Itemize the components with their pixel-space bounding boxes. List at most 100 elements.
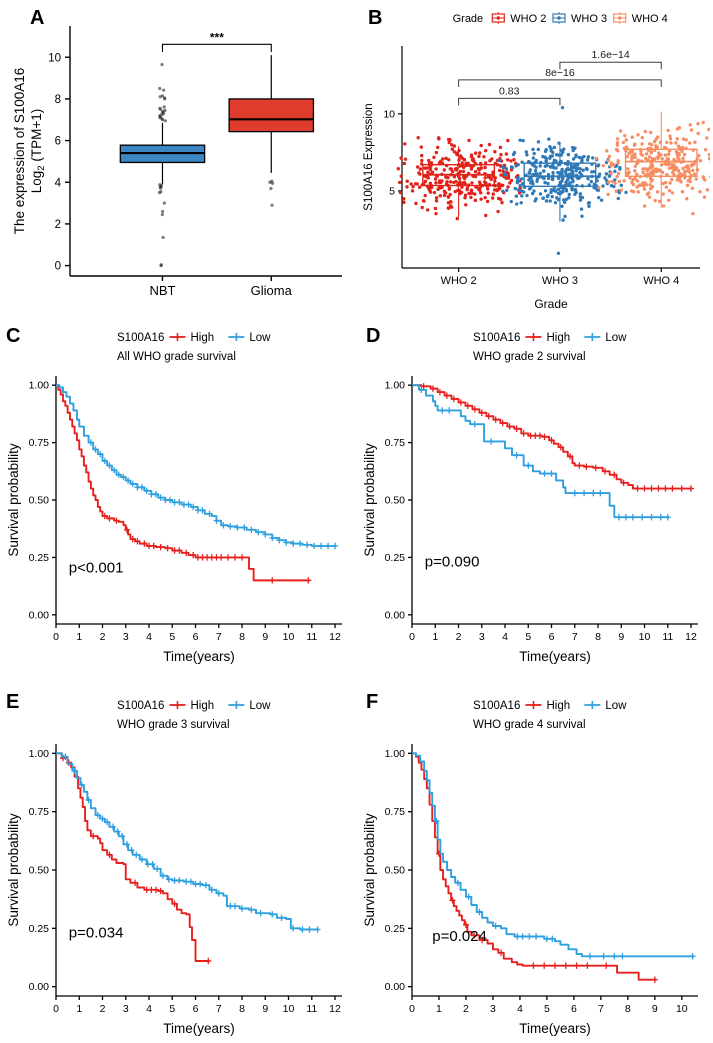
svg-text:High: High	[191, 700, 215, 712]
svg-text:5: 5	[169, 1003, 175, 1015]
svg-text:WHO 4: WHO 4	[643, 275, 679, 287]
svg-text:7: 7	[598, 1003, 604, 1015]
svg-text:Survival probability: Survival probability	[362, 813, 377, 927]
svg-text:6: 6	[55, 136, 61, 148]
svg-text:Survival probability: Survival probability	[362, 443, 377, 557]
km-curve-who-grade-4: 0.00 0.25 0.50 0.75 1.00 0 1 2 3 4 5 6 7 8 9 10 Time(yea…	[362, 700, 698, 1036]
svg-text:0.75: 0.75	[29, 437, 50, 449]
svg-text:0: 0	[55, 261, 61, 273]
svg-text:WHO 2: WHO 2	[441, 275, 477, 287]
svg-text:WHO 2: WHO 2	[510, 13, 546, 25]
svg-text:WHO grade 4 survival: WHO grade 4 survival	[473, 719, 585, 731]
svg-text:2: 2	[463, 1003, 469, 1015]
svg-text:0.25: 0.25	[385, 923, 406, 935]
svg-text:0.50: 0.50	[385, 865, 406, 877]
svg-text:Survival probability: Survival probability	[6, 813, 21, 927]
svg-text:1.00: 1.00	[385, 748, 406, 760]
svg-text:1.00: 1.00	[385, 380, 406, 392]
svg-text:Time(years): Time(years)	[519, 1021, 591, 1036]
svg-text:S100A16: S100A16	[473, 700, 520, 712]
svg-text:0: 0	[409, 1003, 415, 1015]
svg-text:High: High	[191, 332, 215, 344]
svg-text:10: 10	[48, 52, 61, 64]
svg-text:p<0.001: p<0.001	[69, 559, 124, 576]
svg-text:6: 6	[193, 631, 199, 643]
svg-text:5: 5	[389, 185, 395, 197]
svg-text:Log2 (TPM+1): Log2 (TPM+1)	[29, 109, 47, 193]
svg-text:WHO 3: WHO 3	[542, 275, 578, 287]
svg-text:10: 10	[283, 631, 295, 643]
svg-text:p=0.090: p=0.090	[425, 554, 480, 571]
panel-letter-c: C	[6, 325, 21, 347]
svg-text:4: 4	[146, 1003, 152, 1015]
svg-text:11: 11	[662, 631, 673, 643]
svg-text:7: 7	[216, 1003, 222, 1015]
svg-text:0: 0	[409, 631, 415, 643]
svg-text:0.25: 0.25	[29, 923, 50, 935]
svg-text:Low: Low	[249, 332, 271, 344]
svg-text:2: 2	[456, 631, 462, 643]
svg-text:2: 2	[100, 631, 106, 643]
svg-text:1.6e−14: 1.6e−14	[591, 49, 629, 61]
svg-text:0.00: 0.00	[29, 609, 50, 621]
svg-text:8: 8	[55, 94, 61, 106]
svg-text:12: 12	[329, 631, 341, 643]
svg-text:4: 4	[517, 1003, 523, 1015]
svg-text:7: 7	[572, 631, 578, 643]
svg-text:0.75: 0.75	[385, 437, 406, 449]
svg-text:12: 12	[329, 1003, 341, 1015]
panel-letter-b: B	[368, 7, 383, 29]
boxplot-expression-nbt-vs-glioma: 0 2 4 6 8 10 The expression of S100A16 Log2 (TP…	[12, 26, 342, 298]
svg-text:p=0.034: p=0.034	[69, 925, 124, 942]
svg-text:1.00: 1.00	[29, 748, 50, 760]
svg-text:3: 3	[490, 1003, 496, 1015]
svg-text:Time(years): Time(years)	[163, 1021, 235, 1036]
svg-text:5: 5	[544, 1003, 550, 1015]
svg-text:0.75: 0.75	[29, 806, 50, 818]
panel-letter-d: D	[366, 325, 381, 347]
svg-text:2: 2	[55, 219, 61, 231]
svg-text:0.83: 0.83	[499, 85, 520, 97]
svg-text:Low: Low	[605, 700, 627, 712]
svg-text:Grade: Grade	[534, 297, 568, 311]
svg-text:WHO grade 2 survival: WHO grade 2 survival	[473, 351, 585, 363]
svg-text:8e−16: 8e−16	[545, 67, 575, 79]
svg-text:8: 8	[239, 631, 245, 643]
svg-text:1: 1	[436, 1003, 442, 1015]
svg-text:10: 10	[676, 1003, 688, 1015]
svg-text:Low: Low	[605, 332, 627, 344]
jitter-boxplot-expression-by-grade: 5 10 S100A16 Expression Grade WHO 2 WHO 3 WHO …	[363, 12, 710, 311]
svg-text:WHO 4: WHO 4	[632, 13, 668, 25]
svg-text:4: 4	[502, 631, 508, 643]
svg-text:10: 10	[383, 108, 395, 120]
svg-text:10: 10	[639, 631, 651, 643]
svg-text:5: 5	[525, 631, 531, 643]
svg-text:WHO grade 3 survival: WHO grade 3 survival	[117, 719, 229, 731]
svg-text:0.50: 0.50	[385, 495, 406, 507]
svg-text:11: 11	[306, 1003, 317, 1015]
svg-text:6: 6	[193, 1003, 199, 1015]
svg-text:9: 9	[652, 1003, 658, 1015]
svg-text:High: High	[547, 332, 571, 344]
km-curve-who-grade-2: 0.000.250.500.751.000 1 2 3 4 5 6 7 8 9 10 11 12Time…	[362, 332, 698, 664]
svg-text:8: 8	[239, 1003, 245, 1015]
svg-text:S100A16: S100A16	[473, 332, 520, 344]
svg-text:S100A16: S100A16	[117, 332, 164, 344]
panel-letter-a: A	[30, 7, 45, 29]
svg-text:11: 11	[306, 631, 317, 643]
svg-text:S100A16 Expression: S100A16 Expression	[363, 103, 375, 210]
svg-text:0.25: 0.25	[29, 552, 50, 564]
svg-text:0.25: 0.25	[385, 552, 406, 564]
svg-text:3: 3	[479, 631, 485, 643]
svg-text:2: 2	[100, 1003, 106, 1015]
svg-text:0.00: 0.00	[29, 981, 50, 993]
svg-text:Time(years): Time(years)	[519, 649, 591, 664]
svg-text:0.00: 0.00	[385, 981, 406, 993]
svg-text:All WHO grade survival: All WHO grade survival	[117, 351, 236, 363]
svg-text:9: 9	[262, 631, 268, 643]
svg-text:12: 12	[685, 631, 697, 643]
svg-text:0: 0	[53, 1003, 59, 1015]
svg-text:9: 9	[618, 631, 624, 643]
km-curve-who-grade-3: 0.000.250.500.751.000 1 2 3 4 5 6 7 8 9 10 11 12Time…	[6, 700, 342, 1036]
